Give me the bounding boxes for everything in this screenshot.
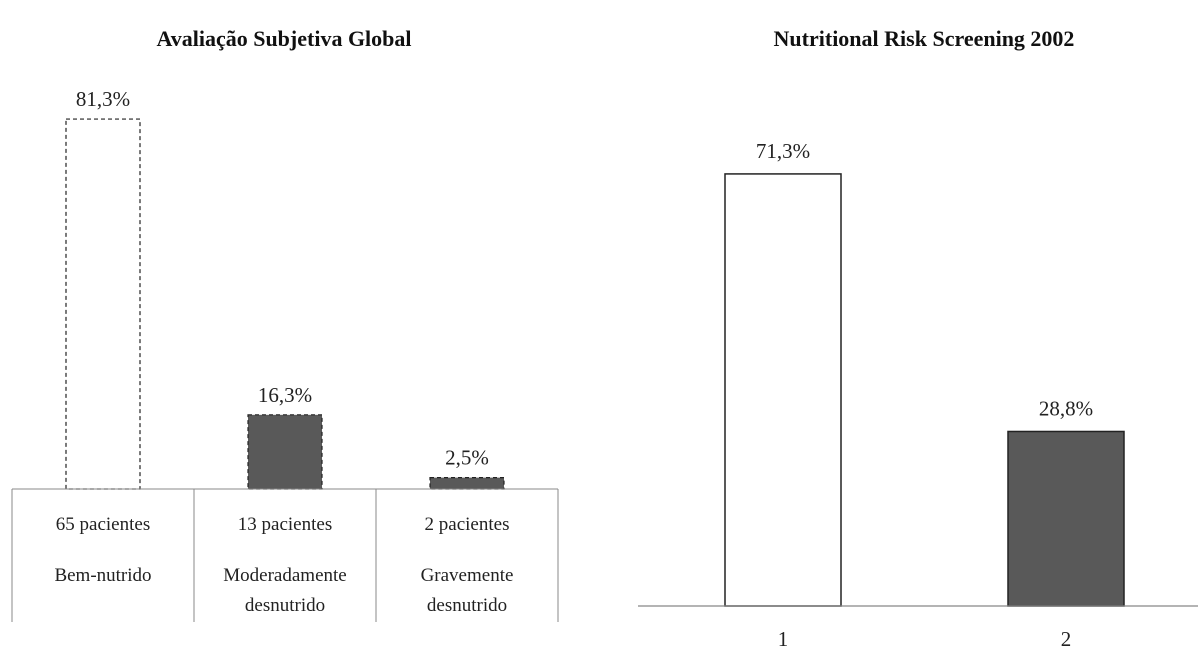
table-count-0: 65 pacientes: [56, 514, 150, 535]
data-label-0: 81,3%: [76, 87, 130, 111]
data-label-1: 28,8%: [1039, 396, 1093, 420]
chart-asg: Avaliação Subjetiva Global 81,3% 16,3% 2,5…: [11, 26, 559, 622]
table-count-2: 2 pacientes: [425, 514, 510, 535]
data-label-0: 71,3%: [756, 139, 810, 163]
bar-0: [65, 118, 141, 490]
table-class-0-line-0: Bem-nutrido: [54, 565, 151, 586]
table-class-1-line-1: desnutrido: [245, 595, 325, 616]
x-tick-label-1: 2: [1061, 627, 1072, 651]
data-label-2: 2,5%: [445, 446, 489, 470]
bar-1: [247, 414, 323, 490]
x-tick-label-0: 1: [778, 627, 789, 651]
bar-1: [1007, 430, 1125, 607]
chart-title-nrs: Nutritional Risk Screening 2002: [774, 26, 1075, 51]
table-class-2-line-0: Gravemente: [421, 565, 514, 586]
bar-2: [429, 477, 505, 490]
chart-title-asg: Avaliação Subjetiva Global: [156, 26, 411, 51]
table-count-1: 13 pacientes: [238, 514, 332, 535]
chart-nrs: Nutritional Risk Screening 2002 71,3% 1 28…: [638, 26, 1198, 651]
asg-data-table: 65 pacientes 13 pacientes 2 pacientes Bem-n…: [11, 488, 559, 622]
table-class-2-line-1: desnutrido: [427, 595, 507, 616]
table-class-1-line-0: Moderadamente: [223, 565, 346, 586]
data-label-1: 16,3%: [258, 383, 312, 407]
bar-0: [724, 173, 842, 607]
